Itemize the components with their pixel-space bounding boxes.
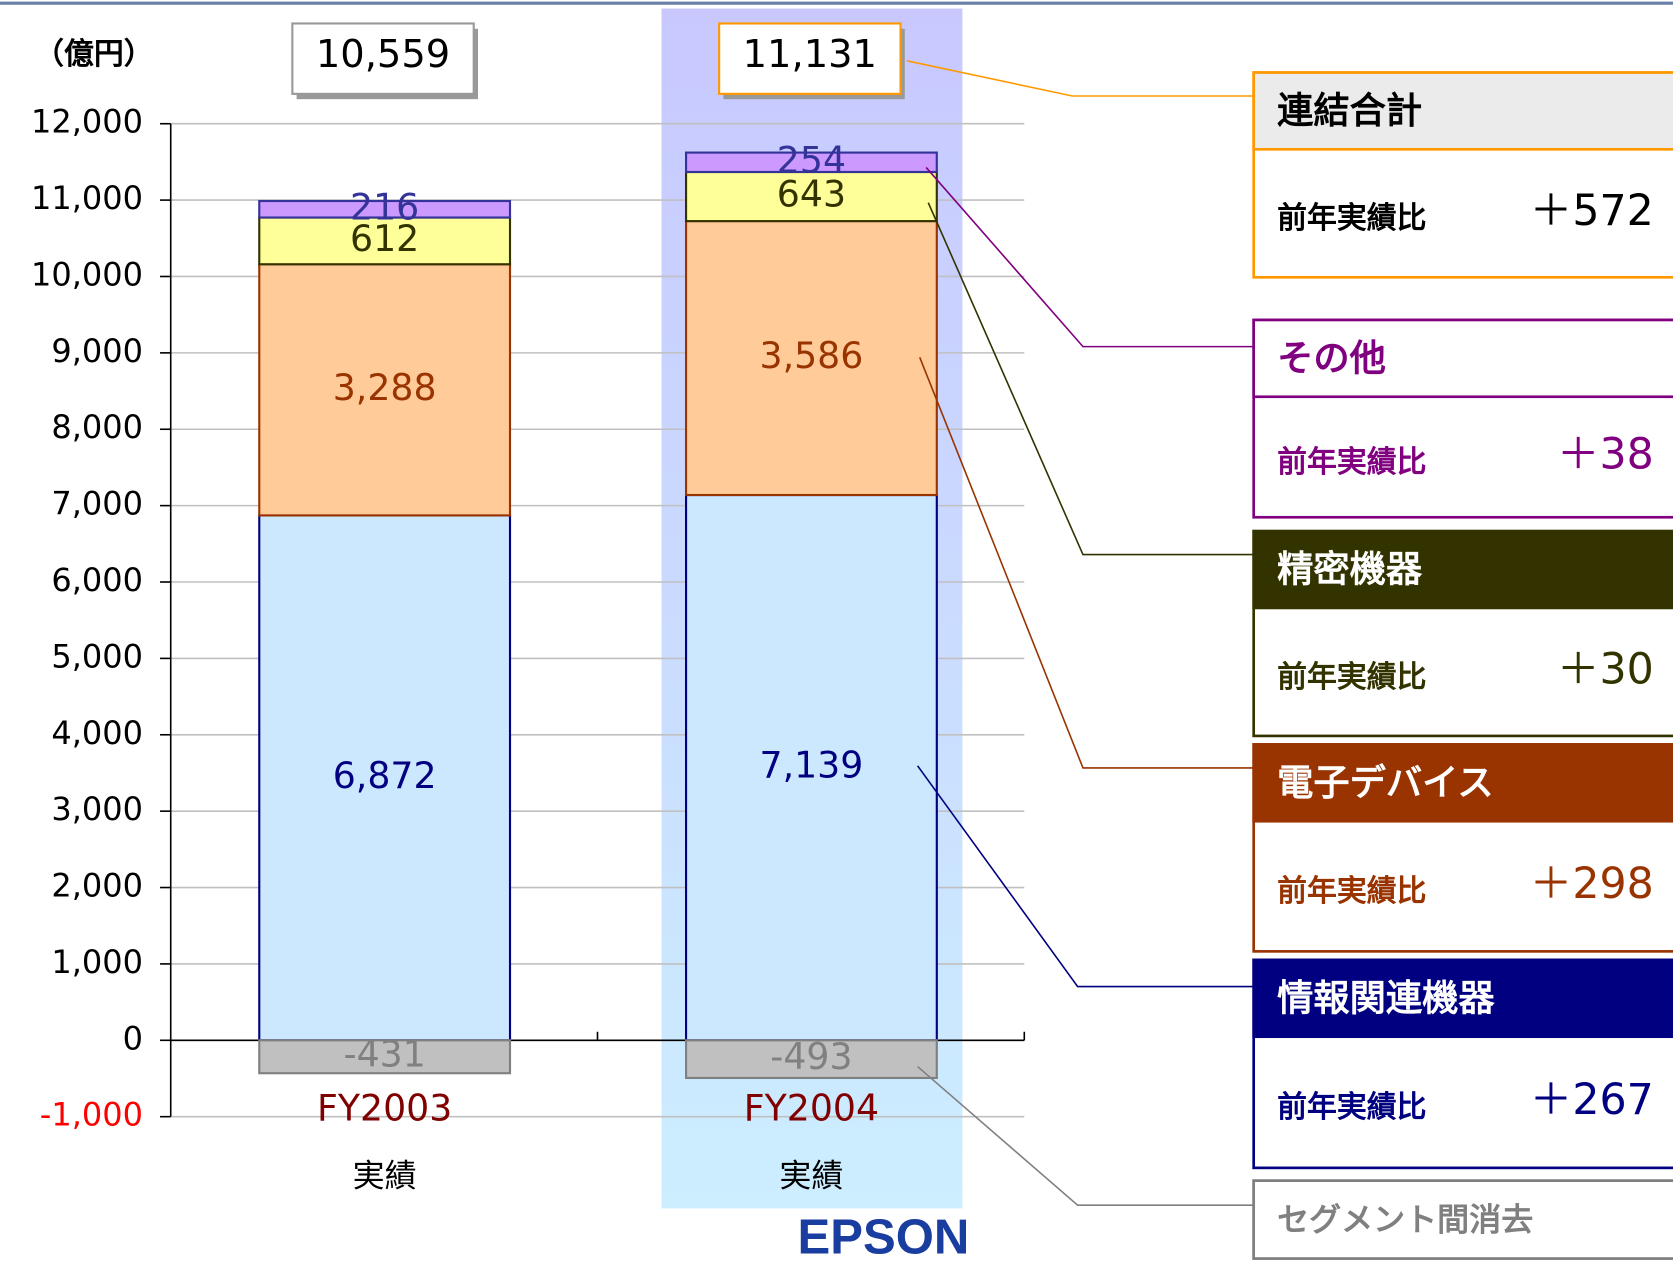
bar-segment xyxy=(258,216,512,266)
data-label: -431 xyxy=(343,1033,425,1076)
panel-diff: ＋30 xyxy=(1557,644,1654,694)
bar-segment xyxy=(258,514,512,1042)
panel-title: 情報関連機器 xyxy=(1277,976,1495,1019)
data-label: 3,586 xyxy=(760,334,864,377)
data-label: 254 xyxy=(777,138,846,181)
panel-header xyxy=(1252,529,1673,610)
y-tick-label: 7,000 xyxy=(51,485,143,523)
data-label: 216 xyxy=(350,185,419,228)
panel-title: 電子デバイス xyxy=(1277,761,1493,804)
y-tick-label: 11,000 xyxy=(31,179,143,217)
total-box xyxy=(291,22,475,95)
y-tick-label: 3,000 xyxy=(51,790,143,828)
panel-diff: ＋298 xyxy=(1530,859,1654,909)
y-tick-label: 4,000 xyxy=(51,714,143,752)
panel-header xyxy=(1252,71,1673,151)
y-tick-label: 10,000 xyxy=(31,255,143,293)
total-label: 11,131 xyxy=(743,32,877,77)
data-label: 6,872 xyxy=(333,754,437,797)
panel-diff-label: 前年実績比 xyxy=(1277,1090,1426,1125)
leader-line xyxy=(927,202,1254,556)
panel-title: 精密機器 xyxy=(1277,548,1423,591)
total-box xyxy=(718,22,902,95)
y-tick-label: 5,000 xyxy=(51,637,143,675)
unit-label: （億円） xyxy=(34,37,153,72)
panel-header xyxy=(1252,318,1673,399)
x-tick-label: FY2003 xyxy=(317,1086,452,1129)
y-tick-label: 8,000 xyxy=(51,408,143,446)
y-tick-label: 9,000 xyxy=(51,332,143,370)
data-label: 612 xyxy=(350,217,419,260)
panel-title: その他 xyxy=(1277,336,1386,379)
leader-line xyxy=(918,357,1254,769)
data-label: -493 xyxy=(770,1035,852,1078)
data-label: 3,288 xyxy=(333,366,437,409)
y-tick-label: 6,000 xyxy=(51,561,143,599)
y-tick-label: 12,000 xyxy=(31,103,143,141)
bar-segment xyxy=(684,493,938,1042)
bar-segment xyxy=(258,199,512,219)
panel-header xyxy=(1252,1179,1673,1260)
bar-segment xyxy=(684,151,938,174)
bar-segment xyxy=(684,1039,938,1080)
bar-segment xyxy=(258,263,512,517)
data-label: 7,139 xyxy=(760,744,864,787)
total-label: 10,559 xyxy=(316,32,450,77)
x-sublabel: 実績 xyxy=(353,1156,417,1194)
panel-title: 連結合計 xyxy=(1277,89,1422,132)
x-tick-label: FY2004 xyxy=(744,1086,879,1129)
data-label: 643 xyxy=(777,173,846,216)
x-sublabel: 実績 xyxy=(779,1156,843,1194)
y-tick-label: -1,000 xyxy=(40,1096,143,1134)
panel-diff-label: 前年実績比 xyxy=(1277,445,1426,480)
panel-header xyxy=(1252,958,1673,1039)
panel-diff-label: 前年実績比 xyxy=(1277,660,1426,695)
panel-diff-label: 前年実績比 xyxy=(1277,201,1426,236)
panel-diff: ＋267 xyxy=(1530,1075,1654,1125)
leader-line xyxy=(917,1065,1254,1207)
leader-line xyxy=(916,765,1254,988)
panel-header xyxy=(1252,743,1673,823)
bar-segment xyxy=(258,1039,512,1075)
y-tick-label: 1,000 xyxy=(51,943,143,981)
y-tick-label: 0 xyxy=(123,1019,143,1057)
leader-line xyxy=(925,166,1254,348)
panel-title: セグメント間消去 xyxy=(1277,1201,1533,1239)
bar-segment xyxy=(684,220,938,497)
y-tick-label: 2,000 xyxy=(51,867,143,905)
logo: EPSON xyxy=(798,1210,970,1264)
leader-line xyxy=(906,60,1254,97)
panel-diff-label: 前年実績比 xyxy=(1277,874,1426,909)
panel-diff: ＋572 xyxy=(1530,186,1654,236)
panel-diff: ＋38 xyxy=(1557,430,1654,480)
